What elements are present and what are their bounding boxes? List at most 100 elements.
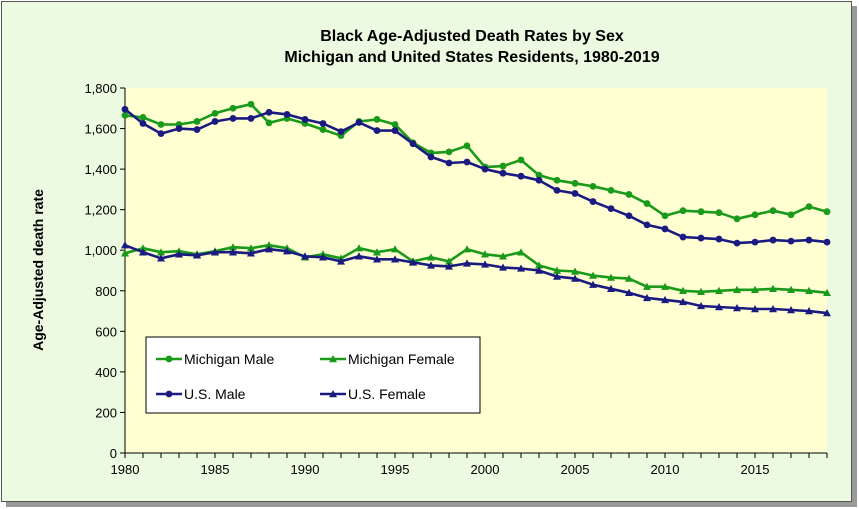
michigan-male-point (661, 212, 669, 220)
y-tick-label: 200 (95, 405, 117, 420)
legend-swatch-marker (329, 390, 337, 398)
x-tick-label: 1990 (291, 462, 320, 477)
legend-swatch-marker (165, 355, 173, 363)
u-s-female-point (481, 260, 489, 268)
legend-label: Michigan Male (184, 351, 274, 367)
u-s-female-point (661, 295, 669, 304)
u-s-female-point (553, 272, 561, 280)
u-s-female-point (697, 301, 705, 310)
michigan-male-point (643, 200, 651, 207)
legend-item-u-s-male: U.S. Male (156, 386, 246, 402)
u-s-male-point (805, 236, 813, 244)
u-s-male-point (481, 165, 489, 173)
u-s-female-point (193, 251, 201, 259)
u-s-female-point (769, 305, 777, 313)
michigan-male-point (211, 109, 219, 117)
michigan-female-point (553, 266, 561, 274)
michigan-male-point (769, 207, 777, 215)
michigan-male-point (625, 191, 633, 198)
u-s-male-line (124, 108, 828, 245)
u-s-female-point (571, 274, 579, 282)
u-s-male-point (139, 120, 147, 127)
u-s-male-point (121, 105, 129, 113)
michigan-female-point (229, 243, 237, 251)
u-s-female-point (337, 257, 345, 265)
y-tick-label: 1,200 (84, 203, 117, 218)
michigan-male-point (445, 148, 453, 156)
u-s-female-point (301, 252, 309, 260)
series-michigan-female (121, 241, 831, 297)
u-s-male-point (193, 126, 201, 133)
michigan-female-point (661, 282, 669, 290)
michigan-female-point (607, 273, 615, 281)
legend-items: Michigan Male Michigan Female U.S. Male U.S… (156, 351, 455, 402)
michigan-male-point (139, 114, 147, 121)
x-ticks: 1980 1985 1990 1995 2000 2005 2010 2015 (111, 453, 828, 477)
u-s-male-point (733, 239, 741, 247)
x-tick-label: 1980 (111, 462, 140, 477)
michigan-male-point (553, 176, 561, 184)
y-tick-label: 0 (110, 446, 117, 461)
u-s-female-line (124, 243, 828, 315)
series-u-s-male (121, 105, 831, 247)
u-s-female-point (805, 307, 813, 315)
michigan-male-point (679, 207, 687, 215)
legend-item-michigan-male: Michigan Male (156, 351, 274, 367)
u-s-female-point (211, 248, 219, 256)
x-tick-label: 1995 (381, 462, 410, 477)
u-s-male-point (427, 153, 435, 161)
michigan-male-point (499, 162, 507, 170)
legend-item-u-s-female: U.S. Female (320, 386, 426, 402)
michigan-male-point (247, 100, 255, 108)
michigan-female-point (139, 244, 147, 252)
michigan-male-point (193, 118, 201, 125)
x-tick-label: 2015 (741, 462, 770, 477)
y-tick-label: 600 (95, 324, 117, 339)
u-s-male-point (517, 172, 525, 180)
u-s-male-point (535, 176, 543, 184)
u-s-male-point (445, 159, 453, 167)
u-s-male-point (499, 169, 507, 177)
y-tick-label: 800 (95, 284, 117, 299)
u-s-male-point (697, 234, 705, 242)
u-s-female-point (283, 247, 291, 255)
u-s-female-point (751, 305, 759, 313)
michigan-female-point (751, 285, 759, 293)
michigan-male-point (823, 208, 831, 216)
michigan-male-point (463, 142, 471, 150)
michigan-female-point (463, 245, 471, 253)
michigan-female-line (124, 243, 828, 295)
u-s-male-point (247, 115, 255, 122)
u-s-male-point (589, 198, 597, 205)
u-s-female-point (247, 249, 255, 257)
u-s-male-point (157, 130, 165, 138)
u-s-female-point (463, 259, 471, 267)
michigan-male-point (751, 211, 759, 219)
u-s-female-point (319, 253, 327, 261)
u-s-female-point (589, 280, 597, 288)
u-s-male-point (643, 221, 651, 229)
michigan-female-point (823, 288, 831, 297)
michigan-female-point (445, 257, 453, 265)
x-tick-label: 2010 (651, 462, 680, 477)
legend-item-michigan-female: Michigan Female (320, 351, 455, 367)
u-s-male-point (463, 158, 471, 166)
u-s-male-point (751, 238, 759, 246)
michigan-male-point (229, 104, 237, 112)
michigan-female-point (589, 271, 597, 279)
chart-frame: Black Age-Adjusted Death Rates by Sex Mi… (1, 1, 852, 502)
y-axis-label: Age-Adjusted death rate (30, 189, 46, 351)
michigan-male-point (571, 179, 579, 187)
u-s-male-point (211, 118, 219, 125)
u-s-female-point (499, 263, 507, 271)
michigan-female-point (787, 285, 795, 293)
michigan-female-point (571, 267, 579, 275)
u-s-female-point (787, 306, 795, 314)
u-s-female-point (823, 309, 831, 317)
x-tick-label: 2005 (561, 462, 590, 477)
u-s-female-point (535, 266, 543, 274)
legend-swatch-marker (165, 390, 173, 398)
u-s-female-point (157, 254, 165, 262)
legend-swatch-marker (329, 355, 337, 363)
michigan-male-line (124, 102, 828, 221)
